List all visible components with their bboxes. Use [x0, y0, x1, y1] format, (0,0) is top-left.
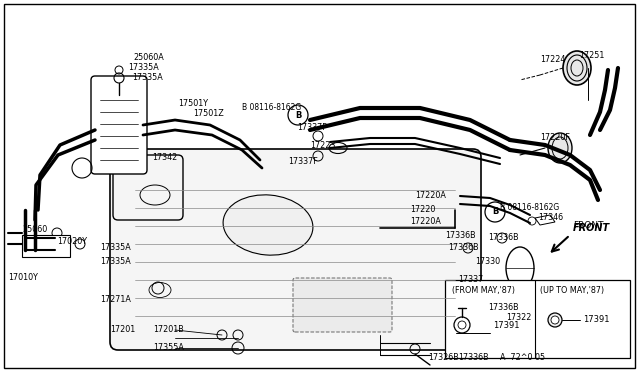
Text: 17223: 17223	[310, 141, 335, 151]
Text: 17342: 17342	[152, 154, 177, 163]
Text: 17010Y: 17010Y	[8, 273, 38, 282]
Polygon shape	[535, 215, 555, 225]
Text: A  72^0 05: A 72^0 05	[500, 353, 545, 362]
Text: B: B	[492, 208, 498, 217]
Text: 17337: 17337	[458, 276, 483, 285]
Text: 17224: 17224	[540, 55, 565, 64]
Text: 17346: 17346	[538, 214, 563, 222]
Text: 17020Y: 17020Y	[57, 237, 87, 247]
Text: 17220A: 17220A	[415, 190, 446, 199]
Text: 17501Y: 17501Y	[178, 99, 208, 108]
Text: 17220: 17220	[410, 205, 435, 215]
Text: (FROM MAY,'87): (FROM MAY,'87)	[452, 286, 515, 295]
Ellipse shape	[223, 195, 313, 255]
Text: 17201: 17201	[110, 326, 135, 334]
Bar	[22, 235, 70, 257]
Text: 17330: 17330	[475, 257, 500, 266]
Text: 17335A: 17335A	[100, 257, 131, 266]
Text: 17271A: 17271A	[100, 295, 131, 305]
Text: B 08116-8162G: B 08116-8162G	[500, 203, 559, 212]
Text: 17501Z: 17501Z	[193, 109, 224, 118]
FancyBboxPatch shape	[91, 76, 147, 174]
Text: 17336B: 17336B	[458, 353, 488, 362]
Text: FRONT: FRONT	[573, 221, 604, 231]
Text: FRONT: FRONT	[573, 223, 610, 233]
FancyBboxPatch shape	[113, 155, 183, 220]
Text: 17322: 17322	[506, 312, 531, 321]
Text: 25060: 25060	[22, 225, 47, 234]
Text: 17337F: 17337F	[288, 157, 317, 167]
Text: 25060A: 25060A	[133, 52, 164, 61]
Text: B: B	[295, 110, 301, 119]
Text: 17391: 17391	[493, 321, 520, 330]
Text: 17336B: 17336B	[488, 234, 518, 243]
Text: 17391: 17391	[583, 315, 609, 324]
FancyBboxPatch shape	[110, 149, 481, 350]
Text: 17251: 17251	[579, 51, 604, 61]
Text: 17336B: 17336B	[448, 243, 479, 251]
Text: 17326B: 17326B	[428, 353, 459, 362]
Text: 17220A: 17220A	[410, 218, 441, 227]
Text: 17336B: 17336B	[445, 231, 476, 240]
Text: 17335A: 17335A	[100, 243, 131, 251]
Ellipse shape	[563, 51, 591, 85]
FancyBboxPatch shape	[293, 278, 392, 332]
Ellipse shape	[548, 133, 572, 163]
Circle shape	[551, 316, 559, 324]
Text: 17201B: 17201B	[153, 326, 184, 334]
Text: B 08116-8162G: B 08116-8162G	[242, 103, 301, 112]
Text: 17220F: 17220F	[540, 134, 570, 142]
Text: 17335A: 17335A	[128, 64, 159, 73]
Text: 17336B: 17336B	[488, 302, 518, 311]
Bar	[445, 280, 630, 358]
Text: (UP TO MAY,'87): (UP TO MAY,'87)	[540, 286, 604, 295]
Text: 17337F: 17337F	[297, 124, 327, 132]
Text: 17355A: 17355A	[153, 343, 184, 353]
Circle shape	[548, 313, 562, 327]
Text: 17335A: 17335A	[132, 74, 163, 83]
